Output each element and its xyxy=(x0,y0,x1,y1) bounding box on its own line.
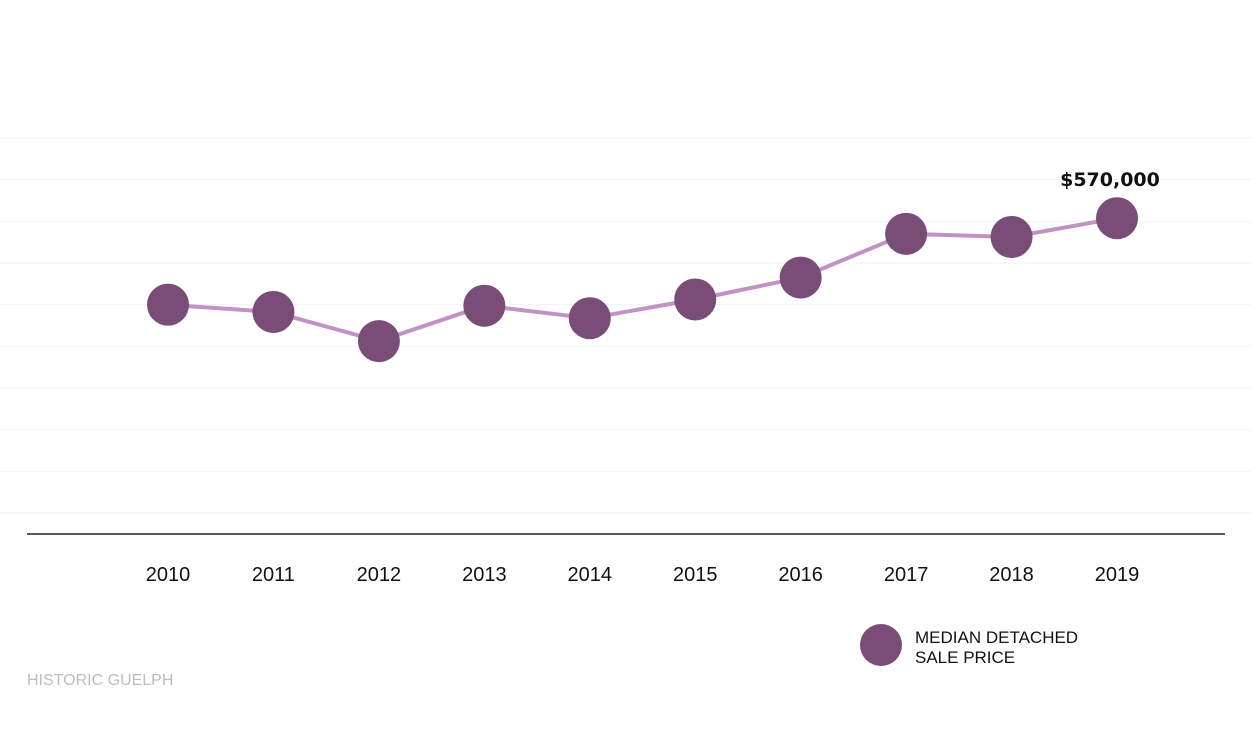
legend: MEDIAN DETACHED SALE PRICE xyxy=(860,624,1078,667)
x-tick-label-2012: 2012 xyxy=(357,564,402,586)
x-tick-label-2013: 2013 xyxy=(462,564,507,586)
data-points xyxy=(147,197,1138,363)
data-point-2015 xyxy=(674,278,717,321)
x-tick-label-2016: 2016 xyxy=(778,564,823,586)
x-axis-tick-labels: 2010 2011 2012 2013 2014 2015 2016 2017 2018 2019 xyxy=(146,564,1140,586)
x-tick-label-2011: 2011 xyxy=(252,564,295,586)
data-point-2017 xyxy=(885,212,928,255)
x-tick-label-2010: 2010 xyxy=(146,564,191,586)
x-tick-label-2018: 2018 xyxy=(989,564,1034,586)
data-point-2019 xyxy=(1096,197,1138,240)
series-line-median-detached-sale-price xyxy=(167,216,1118,344)
source-label: HISTORIC GUELPH xyxy=(27,672,173,689)
legend-marker xyxy=(860,624,902,666)
x-tick-label-2014: 2014 xyxy=(568,564,613,586)
data-point-2011 xyxy=(252,290,295,333)
legend-label-line2: SALE PRICE xyxy=(915,648,1015,667)
legend-label-line1: MEDIAN DETACHED xyxy=(915,628,1078,647)
x-tick-label-2019: 2019 xyxy=(1095,564,1140,586)
x-tick-label-2017: 2017 xyxy=(884,564,929,586)
data-point-2014 xyxy=(568,297,611,340)
gridlines xyxy=(0,137,1251,514)
data-label-2019: $570,000 xyxy=(1060,169,1160,191)
x-tick-label-2015: 2015 xyxy=(673,564,718,586)
data-point-2018 xyxy=(990,215,1033,258)
data-point-2016 xyxy=(779,256,822,299)
data-point-2013 xyxy=(463,284,506,327)
data-point-2012 xyxy=(357,320,400,363)
data-point-2010 xyxy=(147,283,189,326)
